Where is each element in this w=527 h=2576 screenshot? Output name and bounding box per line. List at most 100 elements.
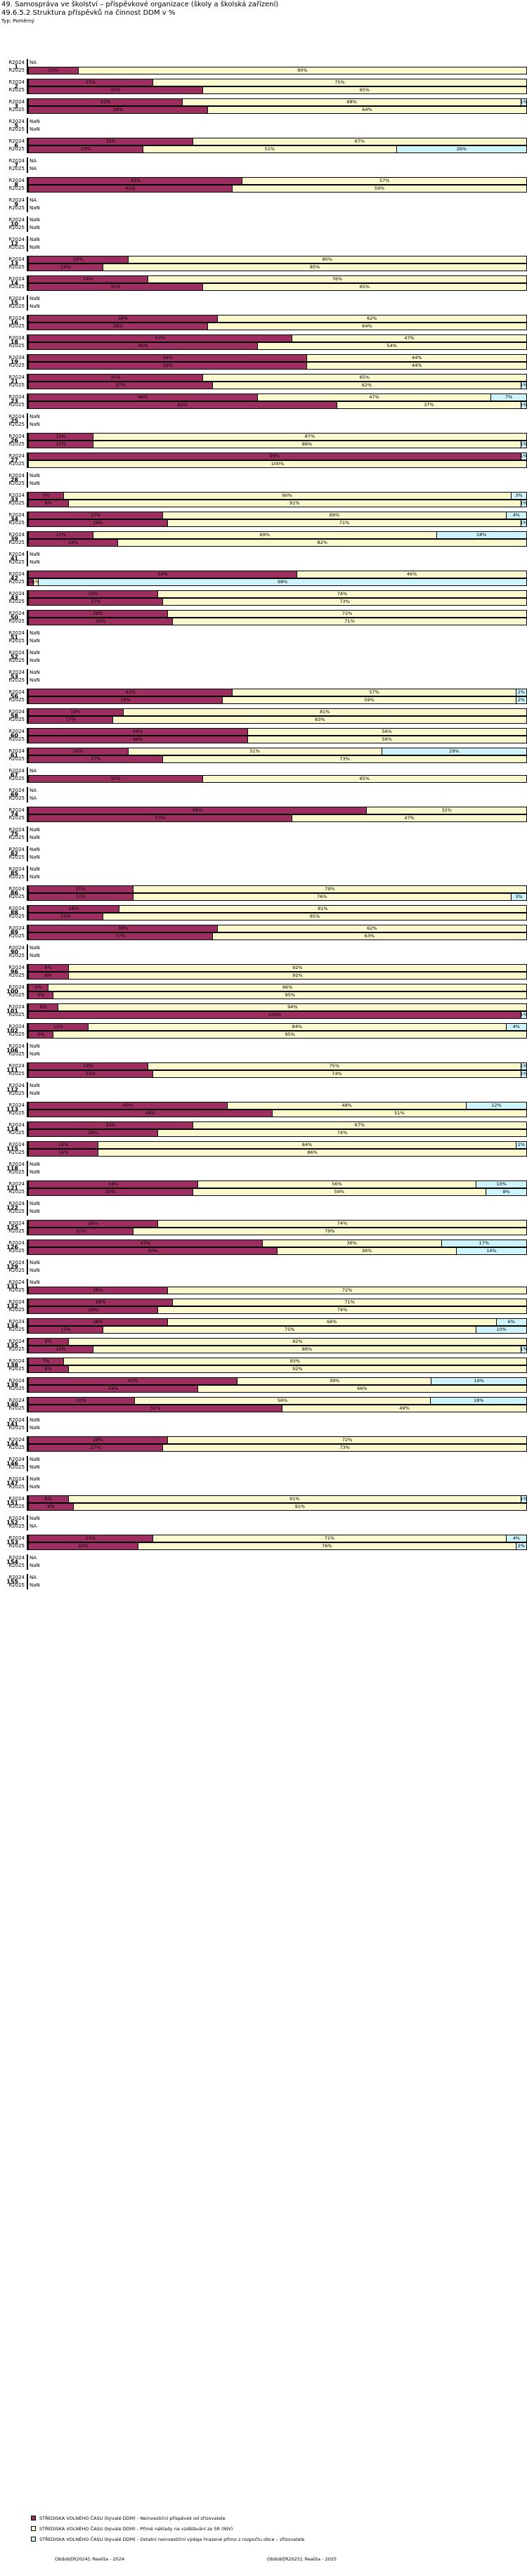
bar-segment: 95%	[53, 992, 526, 998]
chart-group: 139 R2024 42% 39% 19% R2025 34% 66%	[0, 1377, 527, 1393]
bar-segment: 1%	[520, 402, 527, 408]
chart-row: R2024 NaN	[0, 472, 527, 480]
bar-track: 13% 87%	[28, 433, 527, 441]
bar-segment: 51%	[128, 748, 382, 755]
period-label: R2025	[8, 992, 25, 998]
axis-line	[27, 834, 28, 842]
period-label: R2024	[8, 316, 25, 321]
chart-row: R2024 25% 71% 4%	[0, 1535, 527, 1542]
bar-segment: 100%	[29, 461, 526, 467]
chart-group: 135 R2024 8% 92% R2025 13% 86% 1%	[0, 1338, 527, 1353]
bar-segment: 57%	[233, 689, 516, 696]
period-label: R2025	[8, 1051, 25, 1057]
axis-line	[27, 1110, 28, 1117]
chart-group: 115 R2024 14% 84% 2% R2025 14% 86%	[0, 1141, 527, 1157]
bar-segment: 7%	[29, 493, 64, 499]
group-number: 34	[10, 516, 18, 523]
bar-segment: 53%	[29, 335, 293, 341]
group-number: 69	[10, 791, 18, 798]
bar-segment: 17%	[29, 717, 114, 723]
axis-line	[27, 1043, 28, 1050]
chart-row: R2024 NA	[0, 157, 527, 165]
na-value: NaN	[30, 847, 40, 852]
period-label: R2024	[8, 1398, 25, 1403]
bar-segment: 17%	[441, 1240, 526, 1247]
bar-segment: 18%	[29, 906, 119, 912]
period-label: R2024	[8, 847, 25, 852]
axis-line	[27, 885, 28, 893]
na-value: NaN	[30, 296, 40, 301]
bar-track: NaN	[28, 630, 527, 637]
period-label: R2024	[8, 670, 25, 675]
chart-group: 19 R2024 56% 44% R2025 56% 44%	[0, 354, 527, 370]
group-number: 33	[10, 496, 18, 503]
period-label: R2024	[8, 335, 25, 341]
period-label: R2025	[8, 1012, 25, 1017]
axis-line	[27, 67, 28, 74]
period-label: R2024	[8, 237, 25, 242]
chart-row: R2024 NaN	[0, 1417, 527, 1424]
bar-segment: 10%	[476, 1181, 526, 1188]
axis-line	[27, 964, 28, 972]
chart-row: R2025 28% 71% 1%	[0, 519, 527, 527]
bar-track: 27% 73%	[28, 755, 527, 763]
bar-track: NA	[28, 795, 527, 802]
bar-track: 14% 86%	[28, 1149, 527, 1157]
bar-track: 17% 83%	[28, 716, 527, 724]
group-number: 51	[10, 634, 18, 641]
chart-row: R2025 NaN	[0, 559, 527, 566]
period-note: Období[R2025]: Realita - 2025	[267, 2556, 337, 2562]
axis-line	[27, 578, 28, 586]
bar-segment: 13%	[29, 434, 94, 440]
bar-track: 41% 59%	[28, 185, 527, 193]
na-value: NaN	[30, 1083, 40, 1088]
legend-item: STŘEDISKA VOLNÉHO ČASU (bývalé DDM) - Ne…	[0, 2513, 527, 2523]
chart-group: 34 R2024 27% 69% 4% R2025 28% 71% 1%	[0, 512, 527, 527]
chart-group: 122 R2024 NaN R2025 NaN	[0, 1200, 527, 1216]
bar-track: NaN	[28, 1515, 527, 1523]
bar-segment: 23%	[29, 146, 143, 152]
chart-row: R2024 68% 32%	[0, 807, 527, 814]
chart-row: R2024 21% 79%	[0, 885, 527, 893]
axis-line	[27, 1180, 28, 1188]
chart-row: R2025 13% 86% 1%	[0, 1346, 527, 1353]
chart-row: R2025 NaN	[0, 854, 527, 861]
chart-group: 113 R2024 40% 48% 12% R2025 49% 51%	[0, 1102, 527, 1117]
group-number: 135	[6, 1342, 18, 1349]
chart-row: R2024 7% 90% 3%	[0, 492, 527, 500]
bar-segment: 84%	[98, 1142, 516, 1148]
bar-track: 39% 59% 2%	[28, 696, 527, 704]
chart-group: 90 R2024 NaN R2025 NaN	[0, 944, 527, 960]
axis-line	[27, 283, 28, 291]
axis-line	[27, 669, 28, 677]
bar-segment: 65%	[202, 776, 526, 782]
bar-track: 8% 91% 1%	[28, 500, 527, 507]
period-label: R2024	[8, 1339, 25, 1344]
group-number: 111	[6, 1067, 18, 1074]
bar-segment: 37%	[337, 402, 521, 408]
period-label: R2025	[8, 1543, 25, 1549]
chart-row: R2025 46% 54%	[0, 342, 527, 350]
chart-row: R2024 56% 44%	[0, 354, 527, 362]
chart-group: 153 R2024 25% 71% 4% R2025 22% 76% 2%	[0, 1535, 527, 1550]
chart-row: R2024 NA	[0, 197, 527, 204]
group-number: 6	[14, 142, 18, 149]
bar-track: NaN	[28, 1043, 527, 1050]
na-value: NaN	[30, 1563, 40, 1568]
period-label: R2025	[8, 599, 25, 604]
chart-row: R2024 4% 96%	[0, 984, 527, 991]
axis-line	[27, 932, 28, 940]
na-value: NaN	[30, 304, 40, 309]
bar-segment: 71%	[173, 618, 526, 625]
axis-line	[27, 826, 28, 834]
bar-track: 1% 1% 98%	[27, 578, 527, 586]
legend-swatch	[31, 2516, 36, 2520]
axis-line	[27, 480, 28, 488]
bar-segment: 20%	[29, 256, 129, 263]
chart-group: 28 R2024 NaN R2025 NaN	[0, 472, 527, 488]
axis-line	[27, 1287, 28, 1294]
axis-line	[27, 1299, 28, 1306]
bar-track: 56% 44%	[28, 354, 527, 362]
chart-group: 96 R2024 8% 92% R2025 8% 92%	[0, 964, 527, 980]
legend-item: STŘEDISKA VOLNÉHO ČASU (bývalé DDM) - Př…	[0, 2523, 527, 2534]
